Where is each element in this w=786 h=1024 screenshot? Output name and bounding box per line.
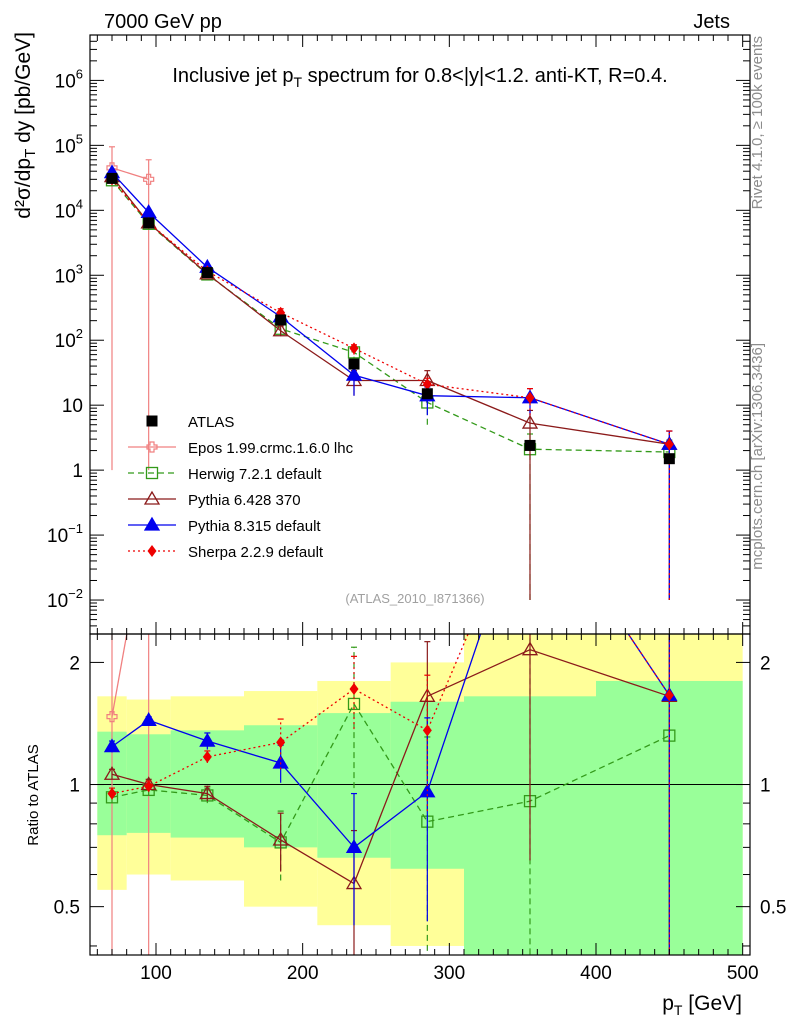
chart-title: Inclusive jet pT spectrum for 0.8<|y|<1.… (172, 65, 667, 90)
legend-marker (143, 490, 161, 505)
ratio-series-sherpa-2-2-9-default (107, 634, 674, 955)
ratio-tick-label: 1 (69, 776, 80, 797)
y-tick-label: 105 (55, 131, 83, 157)
data-point (422, 378, 432, 391)
ratio-point (422, 724, 432, 737)
legend-entry-pythia-6-428-370: Pythia 6.428 370 (128, 490, 301, 509)
ratio-point (349, 682, 359, 695)
legend-marker (147, 545, 157, 557)
data-point (272, 322, 289, 337)
data-point (524, 439, 536, 451)
ratio-point (276, 736, 286, 749)
x-tick-label: 200 (287, 963, 319, 984)
y-tick-label: 10−2 (47, 586, 83, 612)
ratio-point (199, 785, 216, 800)
y-tick-label: 10−1 (47, 521, 83, 547)
y-tick-label: 1 (72, 461, 83, 482)
ratio-point (521, 641, 539, 656)
ratio-point (345, 839, 363, 854)
legend-marker (145, 466, 159, 480)
ratio-axis-label: Ratio to ATLAS (25, 744, 42, 845)
ratio-point (107, 787, 117, 800)
mcplots-label: mcplots.cern.ch [arXiv:1306.3436] (749, 343, 766, 570)
series-line (111, 172, 670, 445)
legend-marker (143, 516, 161, 531)
header-right: Jets (693, 11, 730, 33)
data-point (663, 453, 675, 465)
series-atlas (106, 172, 675, 465)
legend-entry-sherpa-2-2-9-default: Sherpa 2.2.9 default (128, 544, 324, 561)
legend-marker (146, 415, 158, 427)
ratio-point (664, 689, 674, 702)
ratio-tick-label-right: 0.5 (760, 898, 786, 919)
legend-label: Herwig 7.2.1 default (188, 466, 322, 483)
data-point (275, 314, 287, 326)
analysis-id: (ATLAS_2010_I871366) (345, 591, 484, 606)
legend-label: Sherpa 2.2.9 default (188, 544, 324, 561)
ratio-point (103, 738, 121, 753)
ratio-line (111, 648, 670, 885)
y-tick-label: 10 (62, 396, 83, 417)
data-point (106, 172, 118, 184)
ratio-point (140, 711, 157, 726)
x-axis-label: pT [GeV] (662, 992, 742, 1018)
legend-entry-atlas: ATLAS (146, 414, 234, 431)
data-point (525, 391, 535, 404)
ratio-point (103, 765, 121, 780)
legend-entry-herwig-7-2-1-default: Herwig 7.2.1 default (128, 466, 322, 483)
legend: ATLAS Epos 1.99.crmc.1.6.0 lhc Herwig 7.2.… (128, 414, 354, 561)
y-tick-label: 103 (55, 261, 83, 287)
data-point (349, 342, 359, 355)
ratio-point (106, 711, 118, 723)
legend-label: Pythia 6.428 370 (188, 492, 301, 509)
data-point (348, 358, 360, 370)
axis-ticks: 100 200 300 400 50010−210−111010210310410510… (47, 34, 786, 984)
data-point (201, 267, 213, 279)
x-tick-label: 500 (727, 963, 759, 984)
legend-label: Pythia 8.315 default (188, 518, 321, 535)
ratio-point (199, 732, 216, 747)
series-line (111, 178, 670, 445)
data-point (521, 414, 539, 429)
series-line (111, 176, 670, 445)
ratio-series-group (103, 634, 678, 955)
ratio-point (272, 831, 289, 846)
data-point (345, 366, 363, 381)
ratio-line (111, 634, 670, 849)
rivet-label: Rivet 4.1.0, ≥ 100k events (749, 36, 766, 209)
ratio-point (202, 750, 212, 763)
ratio-line (111, 634, 128, 717)
series-line (111, 167, 149, 180)
y-tick-label: 104 (55, 196, 83, 222)
y-axis-label: d²σ/dpT dy [pb/GeV] (12, 32, 39, 219)
data-point (143, 173, 155, 185)
y-tick-label: 102 (55, 326, 83, 352)
x-tick-label: 100 (140, 963, 172, 984)
main-series-group (103, 146, 678, 601)
x-tick-label: 400 (580, 963, 612, 984)
legend-entry-pythia-8-315-default: Pythia 8.315 default (128, 516, 321, 535)
data-point (421, 388, 433, 400)
series-line (111, 179, 670, 453)
y-tick-label: 106 (55, 66, 83, 92)
legend-label: ATLAS (188, 414, 234, 431)
x-tick-label: 300 (433, 963, 465, 984)
ratio-point (144, 780, 154, 793)
legend-marker (146, 441, 158, 453)
ratio-line (111, 702, 670, 844)
legend-entry-epos-1-99-crmc-1-6-0-lhc: Epos 1.99.crmc.1.6.0 lhc (128, 440, 354, 457)
ratio-tick-label-right: 1 (760, 776, 771, 797)
header-left: 7000 GeV pp (104, 11, 222, 33)
ratio-tick-label-right: 2 (760, 653, 771, 674)
ratio-tick-label: 2 (69, 653, 80, 674)
ratio-point (419, 688, 436, 702)
data-point (664, 438, 674, 451)
legend-label: Epos 1.99.crmc.1.6.0 lhc (188, 440, 354, 457)
ratio-tick-label: 0.5 (54, 898, 80, 919)
data-point (143, 217, 155, 229)
